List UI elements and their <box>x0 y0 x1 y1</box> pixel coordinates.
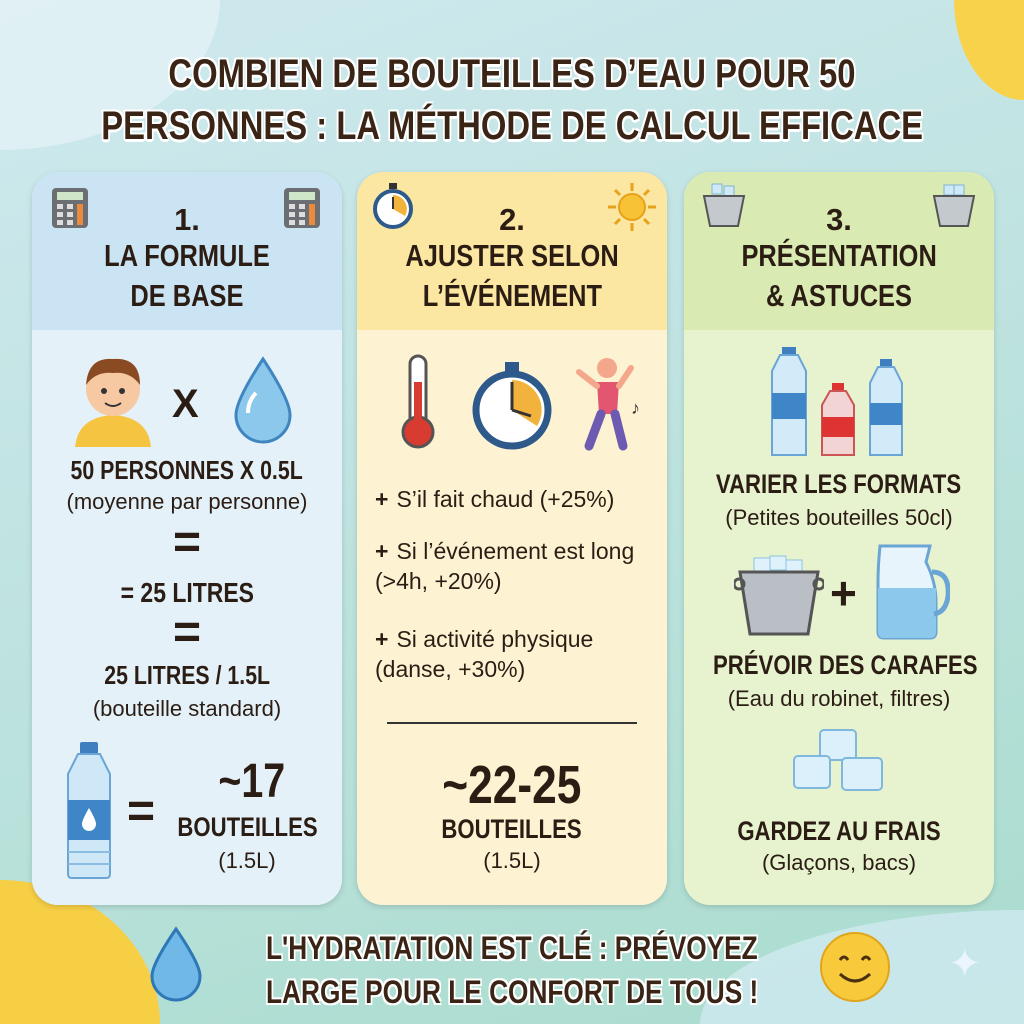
tip-note: (Eau du robinet, filtres) <box>727 686 951 711</box>
svg-text:♪: ♪ <box>631 398 640 418</box>
result-value: ~17 <box>218 755 286 808</box>
calculator-icon <box>284 188 320 228</box>
calc-step-1: 50 PERSONNES X 0.5L <box>70 455 304 485</box>
pitcher-icon <box>876 544 950 640</box>
card-number: 3. <box>826 202 852 237</box>
thermometer-icon <box>401 354 435 449</box>
page-title: COMBIEN DE BOUTEILLES D’EAU POUR 50 PERS… <box>101 52 923 148</box>
water-bottle-icon <box>67 742 111 879</box>
tip-title: GARDEZ AU FRAIS <box>737 816 941 846</box>
card-title: LA FORMULE DE BASE <box>104 238 270 313</box>
smiley-icon <box>820 932 890 1002</box>
adjust-item: + Si l’événement est long (>4h, +20%) <box>375 538 635 594</box>
person-icon <box>75 358 151 447</box>
adjust-item: + S’il fait chaud (+25%) <box>375 486 615 512</box>
water-drop-icon <box>234 356 292 444</box>
footer-message: L'HYDRATATION EST CLÉ : PRÉVOYEZ LARGE P… <box>265 930 759 1010</box>
bottles-icon <box>771 347 903 456</box>
ice-bucket-icon <box>702 183 746 227</box>
card-title: AJUSTER SELON L’ÉVÉNEMENT <box>405 238 619 313</box>
result-label: BOUTEILLES <box>441 814 583 844</box>
ice-bucket-icon <box>734 555 824 636</box>
divider <box>387 722 637 724</box>
card-title: PRÉSENTATION & ASTUCES <box>741 238 937 313</box>
ice-bucket-icon <box>932 184 976 227</box>
tip-note: (Petites bouteilles 50cl) <box>725 505 953 530</box>
calc-step-3: 25 LITRES / 1.5L <box>104 660 270 690</box>
card-adjust-event: 2. AJUSTER SELON L’ÉVÉNEMENT ♪ + S’il fait… <box>357 172 667 905</box>
ice-cubes-icon <box>793 729 883 791</box>
calc-step-2: = 25 LITRES <box>120 577 254 608</box>
calc-step-3-note: (bouteille standard) <box>92 696 282 721</box>
calc-step-1-note: (moyenne par personne) <box>66 489 308 514</box>
result-unit: (1.5L) <box>483 848 541 873</box>
tip-title: PRÉVOIR DES CARAFES <box>713 650 978 680</box>
sparkle-icon: ✦ <box>948 942 982 986</box>
card-number: 2. <box>499 202 525 237</box>
tip-note: (Glaçons, bacs) <box>761 850 917 875</box>
equals-sign: = <box>127 785 156 838</box>
calculator-icon <box>52 188 88 228</box>
card-presentation-tips: 3. PRÉSENTATION & ASTUCES VARIER LES FORM… <box>684 172 994 905</box>
equals-sign: = <box>172 516 202 569</box>
adjust-item: + Si activité physique (danse, +30%) <box>375 626 594 682</box>
plus-sign: + <box>830 567 857 619</box>
card-base-formula: 1. LA FORMULE DE BASE X 50 PERSONNES X 0.… <box>32 172 342 905</box>
result-value: ~22-25 <box>442 755 582 815</box>
dancer-icon: ♪ <box>576 358 640 451</box>
stopwatch-icon <box>472 362 552 450</box>
sun-icon <box>608 183 656 231</box>
stopwatch-icon <box>373 183 413 229</box>
water-drop-icon <box>150 926 202 1002</box>
card-number: 1. <box>174 202 200 237</box>
tip-title: VARIER LES FORMATS <box>716 469 962 499</box>
result-label: BOUTEILLES <box>177 812 318 842</box>
equals-sign: = <box>172 606 202 659</box>
result-unit: (1.5L) <box>218 848 276 873</box>
multiply-sign: X <box>172 382 199 426</box>
